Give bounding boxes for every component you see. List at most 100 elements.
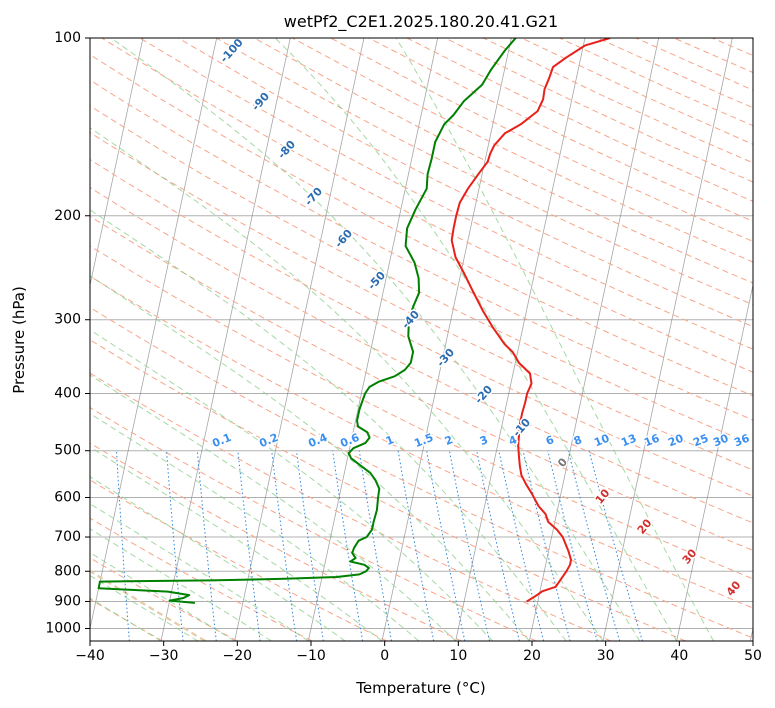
dry-adiabat-label: -70	[302, 185, 325, 209]
y-tick-label: 500	[54, 443, 81, 459]
moist-adiabat-label: 20	[635, 516, 655, 536]
dry-adiabat-line	[90, 306, 753, 639]
mixing-ratio-label: 20	[666, 432, 685, 450]
dry-adiabat-line	[635, 38, 753, 91]
dry-adiabat-line	[90, 442, 462, 641]
moist-adiabat-line	[90, 476, 346, 641]
y-tick-label: 300	[54, 312, 81, 328]
dry-adiabat-line	[90, 187, 753, 524]
profile-lines	[97, 38, 611, 604]
mixing-ratio-line	[296, 450, 324, 641]
dry-adiabat-line	[750, 38, 753, 40]
y-axis-label: Pressure (hPa)	[10, 286, 28, 394]
mixing-ratio-line	[522, 450, 571, 641]
mixing-ratio-line	[332, 450, 364, 641]
moist-adiabat-label: 40	[724, 578, 744, 598]
moist-adiabat-label: 0	[555, 455, 570, 469]
dry-adiabat-line	[90, 372, 612, 641]
mixing-ratio-line	[426, 450, 466, 641]
dry-adiabat-label: -60	[332, 227, 355, 251]
dry-adiabat-line	[90, 275, 753, 609]
y-tick-label: 1000	[45, 620, 81, 636]
mixing-ratio-line	[358, 450, 392, 641]
isotherm-line	[528, 38, 660, 641]
isotherm-line	[676, 283, 753, 641]
dry-adiabat-line	[292, 38, 753, 263]
mixing-ratio-label: 36	[732, 432, 751, 450]
dry-adiabat-line	[90, 54, 753, 397]
mixing-ratio-line	[166, 450, 184, 641]
mixing-ratio-line	[498, 450, 545, 641]
wetbulb-reference-line	[90, 569, 206, 641]
dry-adiabat-label: -40	[399, 308, 422, 332]
mixing-ratio-label: 2	[443, 433, 455, 448]
moist-adiabat-line	[90, 575, 199, 641]
dewpoint-profile-line	[97, 38, 517, 604]
dry-adiabat-label: -100	[218, 36, 246, 65]
dry-adiabat-label: -90	[249, 90, 272, 114]
mixing-ratio-line	[448, 450, 491, 641]
moist-adiabat-line	[90, 329, 493, 641]
moist-adiabat-line	[90, 127, 604, 641]
moist-adiabat-line	[90, 446, 383, 641]
y-tick-label: 700	[54, 529, 81, 545]
x-tick-label: 30	[597, 648, 615, 664]
dry-adiabat-line	[330, 38, 753, 243]
mixing-ratio-label: 13	[619, 432, 638, 450]
mixing-ratio-line	[237, 450, 261, 641]
moist-adiabat-line	[274, 38, 678, 641]
dry-adiabat-line	[90, 339, 686, 641]
x-tick-label: 20	[523, 648, 541, 664]
dry-adiabat-line	[712, 38, 753, 57]
mixing-ratio-line	[567, 450, 621, 641]
y-tick-label: 900	[54, 593, 81, 609]
dry-adiabat-line	[90, 245, 753, 580]
temperature-profile-line	[450, 38, 611, 603]
chart-title: wetPf2_C2E1.2025.180.20.41.G21	[284, 12, 558, 32]
dry-adiabat-label: -30	[434, 346, 457, 370]
dry-adiabat-line	[368, 38, 753, 222]
mixing-ratio-label: 0.6	[338, 431, 361, 450]
mixing-ratio-label: 8	[572, 433, 584, 448]
moist-adiabat-line	[90, 374, 456, 641]
mixing-ratio-line	[588, 450, 643, 641]
axes: −40 −30 −20 −10 0 10 20 30 40 5010020030040050060…	[45, 30, 762, 664]
y-tick-label: 400	[54, 386, 81, 402]
isotherm-line	[234, 38, 365, 641]
isotherm-line	[602, 38, 733, 641]
isotherm-line	[160, 38, 291, 641]
moist-adiabat-line	[90, 412, 420, 641]
dry-adiabat-label: -80	[275, 138, 298, 162]
moist-adiabat-line	[90, 528, 272, 641]
isotherm-line	[455, 38, 586, 641]
y-tick-label: 200	[54, 208, 81, 224]
dry-adiabat-line	[90, 215, 753, 552]
dry-adiabat-label: -50	[365, 269, 388, 293]
mixing-ratio-line	[476, 450, 520, 641]
moist-adiabat-line	[90, 503, 309, 641]
moist-adiabat-line	[90, 552, 235, 641]
x-tick-label: −10	[296, 648, 326, 664]
dry-adiabat-line	[101, 38, 753, 373]
plot-frame	[89, 37, 754, 642]
mixing-ratio-line	[397, 450, 435, 641]
dry-adiabat-line	[90, 406, 537, 641]
dry-adiabat-line	[90, 105, 753, 446]
dry-adiabat-line	[90, 158, 753, 497]
moist-adiabat-line	[395, 38, 714, 641]
y-tick-label: 800	[54, 563, 81, 579]
dry-adiabat-line	[215, 38, 753, 306]
dry-adiabat-line	[90, 79, 753, 421]
mixing-ratio-label: 0.1	[210, 431, 233, 450]
dry-adiabat-label: -20	[472, 383, 495, 407]
line-labels: -100-90-80-70-60-50-40-30-20-100.1 0.2 0.4…	[209, 34, 753, 600]
y-tick-label: 600	[54, 489, 81, 505]
x-tick-label: −20	[223, 648, 253, 664]
mixing-ratio-label: 0.4	[306, 431, 329, 450]
moist-adiabat-line	[90, 209, 567, 641]
x-tick-label: 0	[380, 648, 389, 664]
dry-adiabat-line	[90, 479, 387, 641]
mixing-ratio-label: 6	[544, 433, 556, 448]
x-tick-label: 10	[449, 648, 467, 664]
